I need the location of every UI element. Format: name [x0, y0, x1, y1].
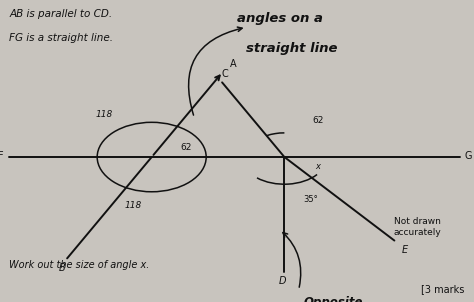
Text: F: F: [0, 150, 4, 161]
Text: x: x: [315, 162, 320, 171]
Text: A: A: [230, 59, 237, 69]
Text: 62: 62: [313, 116, 324, 125]
Text: G: G: [465, 150, 472, 161]
Text: B: B: [59, 263, 66, 273]
Text: Opposite: Opposite: [303, 296, 363, 302]
Text: angles on a: angles on a: [237, 12, 323, 25]
Text: 118: 118: [96, 110, 113, 119]
Text: C: C: [221, 69, 228, 79]
Text: straight line: straight line: [246, 42, 338, 55]
Text: Not drawn
accurately: Not drawn accurately: [393, 217, 441, 237]
Text: Work out the size of angle x.: Work out the size of angle x.: [9, 260, 150, 270]
Text: FG is a straight line.: FG is a straight line.: [9, 33, 113, 43]
Text: AB is parallel to CD.: AB is parallel to CD.: [9, 9, 113, 19]
Text: [3 marks: [3 marks: [421, 284, 465, 294]
Text: 118: 118: [124, 201, 141, 210]
Text: 62: 62: [180, 143, 191, 153]
Text: D: D: [278, 276, 286, 286]
Text: 35°: 35°: [303, 195, 318, 204]
Text: E: E: [401, 245, 408, 255]
